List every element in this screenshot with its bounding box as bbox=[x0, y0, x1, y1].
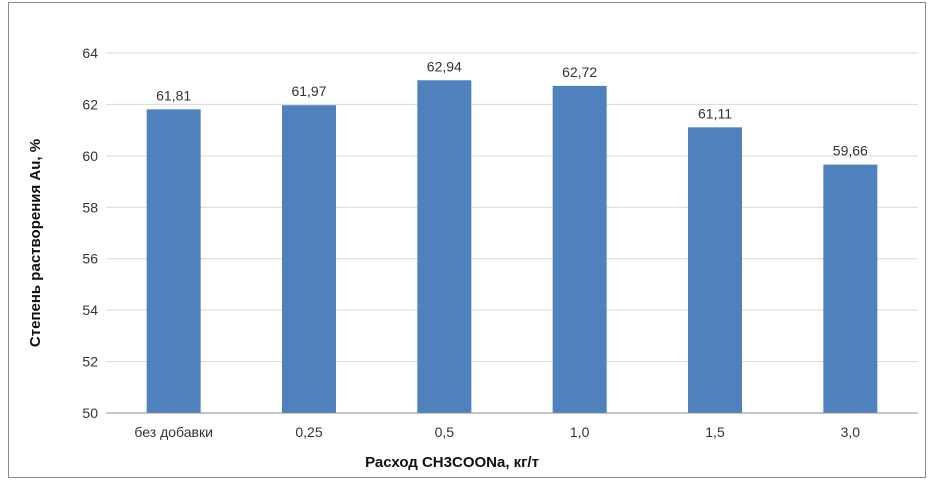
y-tick-label: 54 bbox=[82, 302, 98, 318]
x-axis-title: Расход CH3COONa, кг/т bbox=[365, 454, 539, 471]
data-label: 59,66 bbox=[833, 143, 868, 159]
bar bbox=[552, 85, 607, 414]
x-tick-label: 1,5 bbox=[705, 424, 725, 440]
data-label: 62,94 bbox=[427, 58, 462, 74]
y-tick-label: 52 bbox=[82, 354, 98, 370]
data-label: 61,81 bbox=[156, 87, 191, 103]
x-tick-label: 3,0 bbox=[841, 424, 861, 440]
y-tick-label: 60 bbox=[82, 148, 98, 164]
x-tick-label: без добавки bbox=[134, 424, 212, 440]
y-tick-label: 62 bbox=[82, 96, 98, 112]
data-labels: 61,81 61,97 62,94 62,72 61,11 59,66 bbox=[156, 58, 868, 158]
bar bbox=[146, 109, 201, 414]
bar bbox=[417, 80, 472, 413]
y-tick-label: 56 bbox=[82, 251, 98, 267]
y-axis-title: Степень растворения Au, % bbox=[27, 139, 44, 347]
y-tick-label: 50 bbox=[82, 405, 98, 421]
bar bbox=[282, 105, 336, 413]
y-tick-labels: 50 52 54 56 58 60 62 64 bbox=[82, 45, 98, 421]
x-tick-label: 1,0 bbox=[570, 424, 590, 440]
bar bbox=[823, 164, 878, 413]
bar bbox=[688, 127, 742, 414]
y-tick-label: 64 bbox=[82, 45, 98, 61]
x-tick-labels: без добавки 0,25 0,5 1,0 1,5 3,0 bbox=[134, 424, 860, 440]
y-tick-label: 58 bbox=[82, 199, 98, 215]
data-label: 62,72 bbox=[562, 64, 597, 80]
bars bbox=[146, 80, 878, 414]
x-tick-label: 0,25 bbox=[295, 424, 322, 440]
data-label: 61,97 bbox=[291, 83, 326, 99]
gridlines bbox=[106, 52, 918, 363]
data-label: 61,11 bbox=[698, 105, 732, 121]
x-tick-label: 0,5 bbox=[435, 424, 455, 440]
